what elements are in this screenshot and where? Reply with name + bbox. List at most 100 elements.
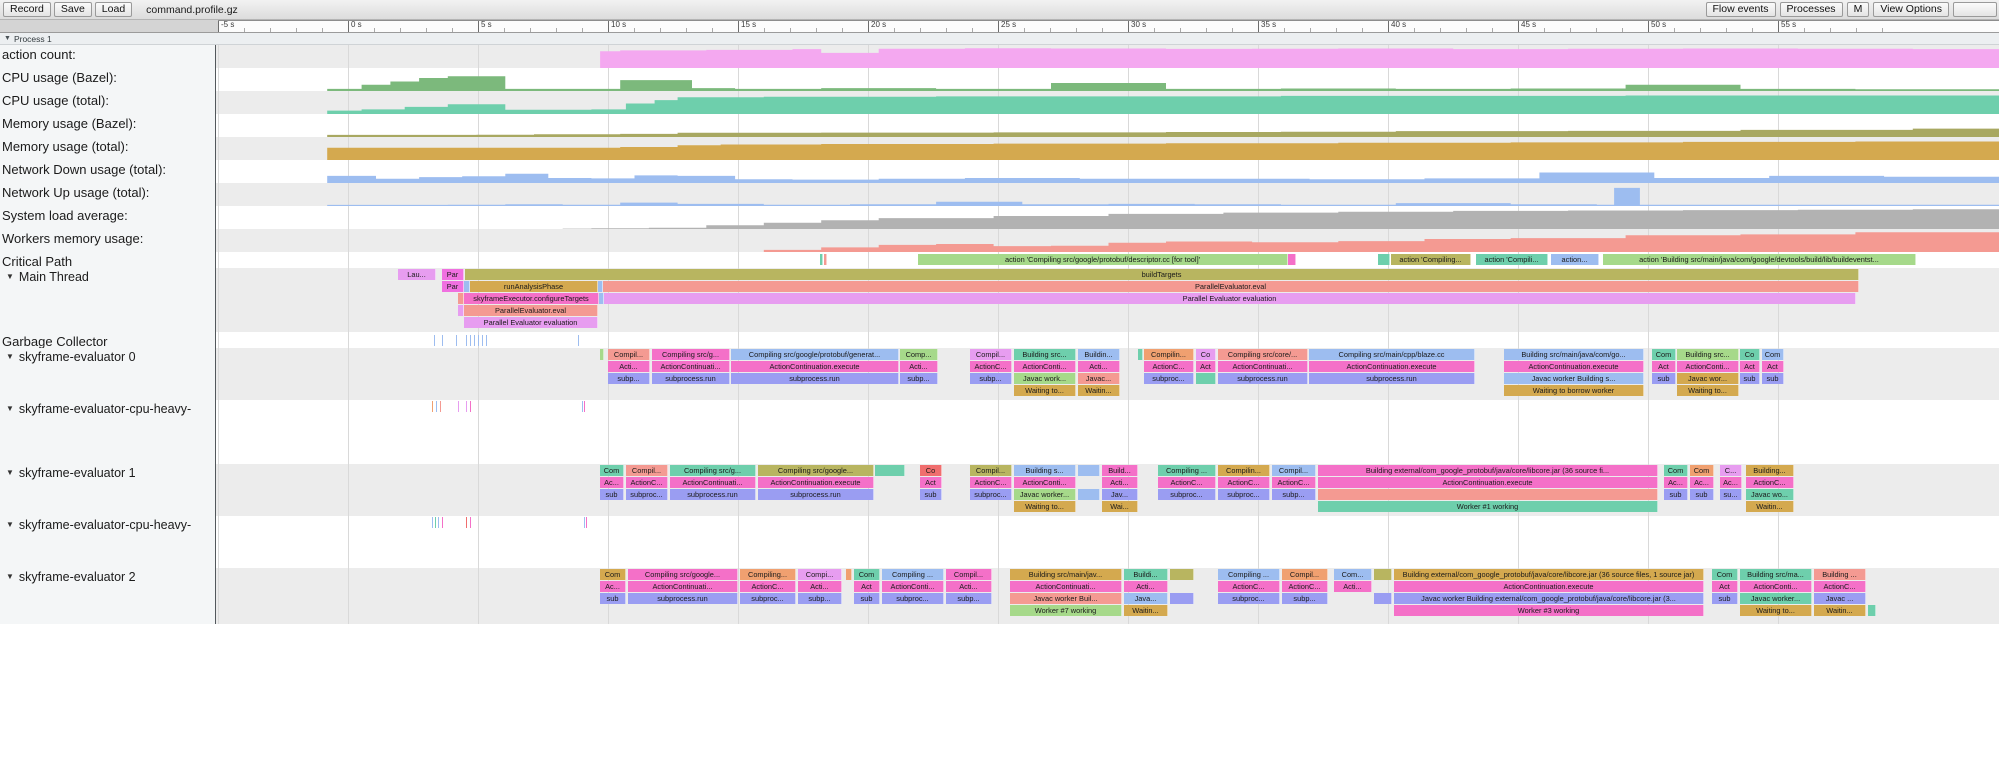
- trace-slice[interactable]: subproc...: [626, 489, 668, 500]
- trace-slice[interactable]: ActionContinuati...: [652, 361, 730, 372]
- trace-slice[interactable]: sub: [1664, 489, 1688, 500]
- trace-slice[interactable]: Com...: [1334, 569, 1372, 580]
- track-label-skyframe-evaluator-2[interactable]: ▼ skyframe-evaluator 2: [0, 568, 216, 624]
- trace-slice[interactable]: Com: [1664, 465, 1688, 476]
- trace-slice[interactable]: Buildi...: [1124, 569, 1168, 580]
- trace-slice[interactable]: Act: [920, 477, 942, 488]
- trace-slice[interactable]: subprocess.run: [731, 373, 899, 384]
- track-canvas-network-down-total[interactable]: [218, 160, 1999, 183]
- trace-slice[interactable]: Javac wor...: [1677, 373, 1739, 384]
- trace-slice[interactable]: sub: [600, 489, 624, 500]
- trace-slice[interactable]: Waiting to borrow worker: [1504, 385, 1644, 396]
- trace-slice[interactable]: subp...: [798, 593, 842, 604]
- trace-slice[interactable]: Building...: [1746, 465, 1794, 476]
- trace-slice[interactable]: [600, 349, 604, 360]
- trace-slice[interactable]: ActionC...: [1272, 477, 1316, 488]
- trace-slice[interactable]: subprocess.run: [652, 373, 730, 384]
- trace-instant-marker[interactable]: [466, 335, 467, 346]
- trace-slice[interactable]: ActionContinuation.execute: [1318, 477, 1658, 488]
- trace-instant-marker[interactable]: [584, 517, 585, 528]
- trace-slice[interactable]: ActionC...: [970, 361, 1012, 372]
- track-row-system-load-average[interactable]: System load average:: [0, 206, 1999, 229]
- trace-slice[interactable]: Waiting to...: [1740, 605, 1812, 616]
- trace-slice[interactable]: Compiling ...: [1158, 465, 1216, 476]
- trace-slice[interactable]: action 'Building src/main/java/com/googl…: [1603, 254, 1916, 265]
- trace-slice[interactable]: subprocess.run: [758, 489, 874, 500]
- track-canvas-workers-memory-usage[interactable]: [218, 229, 1999, 252]
- ruler-ticks[interactable]: -5 s 0 s 5 s 10 s 15 s 20 s 25 s 30 s 35 s 40 s 45…: [218, 20, 1999, 32]
- trace-slice[interactable]: Parallel Evaluator evaluation: [464, 317, 598, 328]
- trace-slice[interactable]: Compil...: [626, 465, 668, 476]
- trace-instant-marker[interactable]: [474, 335, 475, 346]
- trace-slice[interactable]: subproc...: [970, 489, 1012, 500]
- trace-slice[interactable]: Javac worker Buil...: [1010, 593, 1122, 604]
- trace-slice[interactable]: sub: [1652, 373, 1676, 384]
- track-row-skyframe-evaluator-cpu-heavy-0[interactable]: ▼ skyframe-evaluator-cpu-heavy-: [0, 400, 1999, 464]
- track-label-action-count[interactable]: action count:: [0, 45, 216, 68]
- trace-slice[interactable]: Compil...: [1272, 465, 1316, 476]
- track-label-skyframe-evaluator-cpu-heavy-1[interactable]: ▼ skyframe-evaluator-cpu-heavy-: [0, 516, 216, 568]
- track-canvas-main-thread[interactable]: Lau... Par buildTargets Par runAnalysisPhase…: [218, 268, 1999, 332]
- trace-slice[interactable]: Building src/ma...: [1740, 569, 1812, 580]
- trace-slice[interactable]: Building src...: [1677, 349, 1739, 360]
- trace-slice[interactable]: [458, 305, 464, 316]
- trace-instant-marker[interactable]: [584, 401, 585, 412]
- trace-slice[interactable]: Com: [1712, 569, 1738, 580]
- trace-slice[interactable]: Com: [1652, 349, 1676, 360]
- trace-slice[interactable]: Acti...: [1124, 581, 1168, 592]
- track-canvas-skyframe-evaluator-cpu-heavy-1[interactable]: [218, 516, 1999, 568]
- trace-slice[interactable]: [458, 293, 464, 304]
- trace-slice[interactable]: ActionC...: [970, 477, 1012, 488]
- trace-slice[interactable]: ActionC...: [740, 581, 796, 592]
- track-row-action-count[interactable]: action count:: [0, 45, 1999, 68]
- trace-slice[interactable]: [1378, 254, 1390, 265]
- trace-slice[interactable]: Javac ...: [1814, 593, 1866, 604]
- trace-instant-marker[interactable]: [435, 517, 436, 528]
- trace-slice[interactable]: sub: [1712, 593, 1738, 604]
- trace-slice[interactable]: Compiling...: [740, 569, 796, 580]
- trace-instant-marker[interactable]: [586, 517, 587, 528]
- trace-slice[interactable]: Javac work...: [1014, 373, 1076, 384]
- chevron-down-icon[interactable]: ▼: [6, 572, 14, 581]
- trace-instant-marker[interactable]: [440, 401, 441, 412]
- trace-slice[interactable]: ParallelEvaluator.eval: [603, 281, 1859, 292]
- trace-slice[interactable]: Worker #3 working: [1394, 605, 1704, 616]
- trace-slice[interactable]: Building s...: [1014, 465, 1076, 476]
- trace-slice[interactable]: subp...: [970, 373, 1012, 384]
- trace-slice[interactable]: Waitin...: [1746, 501, 1794, 512]
- track-canvas-memory-usage-total[interactable]: [218, 137, 1999, 160]
- trace-slice[interactable]: Compilin...: [1144, 349, 1194, 360]
- track-canvas-action-count[interactable]: [218, 45, 1999, 68]
- trace-slice[interactable]: Com: [1690, 465, 1714, 476]
- track-label-garbage-collector[interactable]: Garbage Collector: [0, 332, 216, 348]
- trace-slice[interactable]: [875, 465, 905, 476]
- load-button[interactable]: Load: [94, 2, 133, 17]
- track-label-skyframe-evaluator-1[interactable]: ▼ skyframe-evaluator 1: [0, 464, 216, 516]
- trace-slice[interactable]: Ac...: [1720, 477, 1742, 488]
- trace-slice[interactable]: Compiling ...: [882, 569, 944, 580]
- trace-slice[interactable]: sub: [1690, 489, 1714, 500]
- trace-slice[interactable]: ActionC...: [1814, 581, 1866, 592]
- trace-slice[interactable]: Building src/main/java/com/go...: [1504, 349, 1644, 360]
- track-row-main-thread[interactable]: ▼ Main Thread Lau... Par buildTargets Par runA…: [0, 268, 1999, 332]
- trace-slice[interactable]: subprocess.run: [1309, 373, 1475, 384]
- track-row-memory-usage-bazel[interactable]: Memory usage (Bazel):: [0, 114, 1999, 137]
- trace-slice[interactable]: sub: [920, 489, 942, 500]
- trace-instant-marker[interactable]: [442, 517, 443, 528]
- trace-slice[interactable]: Acti...: [1078, 361, 1120, 372]
- trace-instant-marker[interactable]: [434, 335, 435, 346]
- trace-slice[interactable]: ActionContinuation.execute: [731, 361, 899, 372]
- track-label-network-down-total[interactable]: Network Down usage (total):: [0, 160, 216, 183]
- trace-instant-marker[interactable]: [456, 335, 457, 346]
- trace-instant-marker[interactable]: [442, 335, 443, 346]
- trace-instant-marker[interactable]: [482, 335, 483, 346]
- trace-slice[interactable]: Act: [1652, 361, 1676, 372]
- trace-slice[interactable]: Javac...: [1078, 373, 1120, 384]
- track-row-memory-usage-total[interactable]: Memory usage (total):: [0, 137, 1999, 160]
- trace-slice[interactable]: Compi...: [798, 569, 842, 580]
- track-row-critical-path[interactable]: Critical Path action 'Compiling src/googl…: [0, 252, 1999, 268]
- track-canvas-cpu-usage-total[interactable]: [218, 91, 1999, 114]
- trace-slice[interactable]: ActionC...: [1144, 361, 1194, 372]
- track-canvas-skyframe-evaluator-0[interactable]: Compil... Compiling src/g... Compiling src…: [218, 348, 1999, 400]
- trace-slice[interactable]: Ac...: [1690, 477, 1714, 488]
